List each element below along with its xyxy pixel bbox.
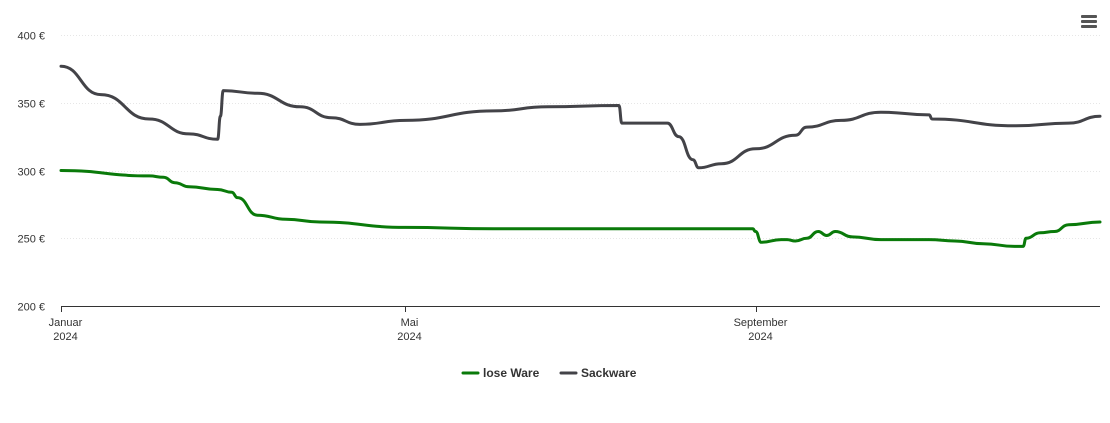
legend-item-sackware[interactable]: Sackware [559,366,637,380]
series-line-sackware [59,64,1102,170]
legend-label: Sackware [581,366,637,380]
y-tick-label: 200 € [17,302,45,314]
legend-label: lose Ware [483,366,540,380]
y-tick-label: 300 € [17,167,45,179]
y-tick-label: 250 € [17,234,45,246]
legend[interactable]: lose Ware Sackware [461,366,637,380]
legend-item-lose-ware[interactable]: lose Ware [461,366,540,380]
x-tick-label: Januar [49,317,83,329]
x-tick-year-label: 2024 [397,331,421,343]
x-tick-label: Mai [401,317,419,329]
hamburger-menu-icon[interactable] [1078,12,1100,32]
y-axis-labels: 200 € 250 € 300 € 350 € 400 € [17,31,45,314]
series-lines [59,64,1102,248]
x-tick-year-label: 2024 [53,331,77,343]
series-line-lose-ware [59,169,1102,248]
y-tick-label: 350 € [17,99,45,111]
x-axis: Januar 2024 Mai 2024 September 2024 [49,306,1100,343]
y-tick-label: 400 € [17,31,45,43]
x-tick-year-label: 2024 [748,331,772,343]
x-tick-label: September [734,317,788,329]
grid-lines [61,35,1100,239]
